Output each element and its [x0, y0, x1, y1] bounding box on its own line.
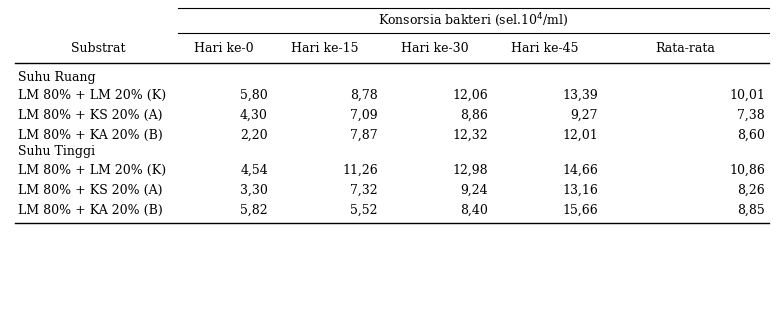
Text: 7,87: 7,87	[350, 129, 378, 141]
Text: 9,24: 9,24	[460, 183, 488, 196]
Text: LM 80% + KS 20% (A): LM 80% + KS 20% (A)	[18, 108, 162, 122]
Text: Suhu Ruang: Suhu Ruang	[18, 70, 96, 84]
Text: 8,40: 8,40	[460, 204, 488, 217]
Text: LM 80% + KA 20% (B): LM 80% + KA 20% (B)	[18, 204, 163, 217]
Text: 10,86: 10,86	[729, 164, 765, 177]
Text: 2,20: 2,20	[241, 129, 268, 141]
Text: 8,85: 8,85	[737, 204, 765, 217]
Text: Konsorsia bakteri (sel.10$^{4}$/ml): Konsorsia bakteri (sel.10$^{4}$/ml)	[378, 11, 569, 29]
Text: Substrat: Substrat	[71, 43, 125, 55]
Text: LM 80% + LM 20% (K): LM 80% + LM 20% (K)	[18, 89, 166, 101]
Text: 11,26: 11,26	[343, 164, 378, 177]
Text: 15,66: 15,66	[562, 204, 598, 217]
Text: 5,80: 5,80	[240, 89, 268, 101]
Text: 12,32: 12,32	[452, 129, 488, 141]
Text: 12,98: 12,98	[452, 164, 488, 177]
Text: 4,54: 4,54	[240, 164, 268, 177]
Text: 4,30: 4,30	[240, 108, 268, 122]
Text: 7,32: 7,32	[350, 183, 378, 196]
Text: Hari ke-45: Hari ke-45	[511, 43, 579, 55]
Text: Rata-rata: Rata-rata	[655, 43, 715, 55]
Text: 7,09: 7,09	[350, 108, 378, 122]
Text: 8,78: 8,78	[350, 89, 378, 101]
Text: 3,30: 3,30	[240, 183, 268, 196]
Text: 8,86: 8,86	[460, 108, 488, 122]
Text: 10,01: 10,01	[729, 89, 765, 101]
Text: 12,01: 12,01	[562, 129, 598, 141]
Text: 9,27: 9,27	[571, 108, 598, 122]
Text: Hari ke-0: Hari ke-0	[194, 43, 254, 55]
Text: 8,26: 8,26	[737, 183, 765, 196]
Text: 13,16: 13,16	[562, 183, 598, 196]
Text: 14,66: 14,66	[562, 164, 598, 177]
Text: Hari ke-15: Hari ke-15	[291, 43, 359, 55]
Text: 5,82: 5,82	[241, 204, 268, 217]
Text: 13,39: 13,39	[562, 89, 598, 101]
Text: 8,60: 8,60	[737, 129, 765, 141]
Text: LM 80% + KS 20% (A): LM 80% + KS 20% (A)	[18, 183, 162, 196]
Text: 7,38: 7,38	[737, 108, 765, 122]
Text: 5,52: 5,52	[350, 204, 378, 217]
Text: LM 80% + LM 20% (K): LM 80% + LM 20% (K)	[18, 164, 166, 177]
Text: Suhu Tinggi: Suhu Tinggi	[18, 146, 95, 158]
Text: Hari ke-30: Hari ke-30	[401, 43, 469, 55]
Text: LM 80% + KA 20% (B): LM 80% + KA 20% (B)	[18, 129, 163, 141]
Text: 12,06: 12,06	[452, 89, 488, 101]
